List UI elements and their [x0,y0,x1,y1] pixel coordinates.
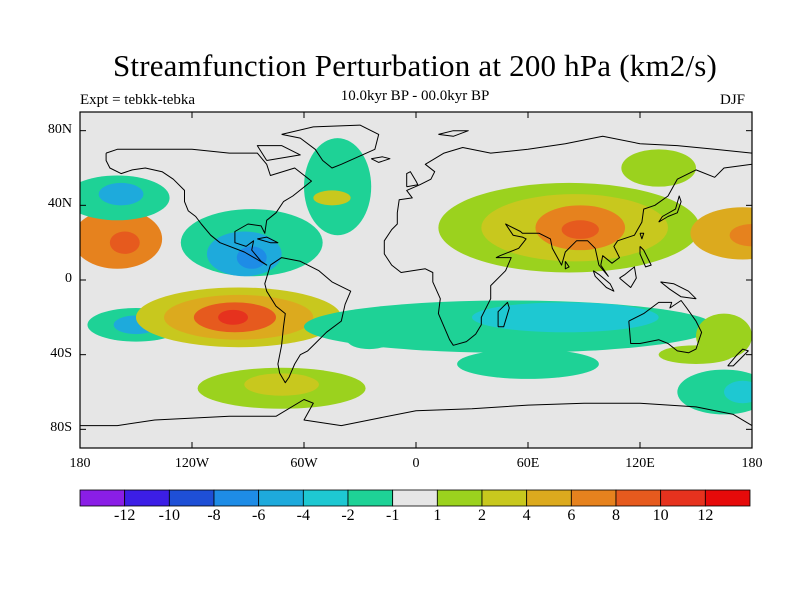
colorbar-label: 1 [433,507,442,524]
coastline-australia [628,300,703,354]
page-title: Streamfunction Perturbation at 200 hPa (… [112,48,718,83]
colorbar-swatch [660,489,706,507]
contour-region [304,138,372,236]
colorbar-label: 12 [697,507,714,524]
coastline-svalbard [438,130,469,137]
colorbar [79,489,751,507]
colorbar-label: -6 [251,507,266,524]
contour-region [621,149,697,187]
colorbar-label: 8 [612,507,620,524]
period-subtitle: 10.0kyr BP - 00.0kyr BP [340,88,490,104]
coastline-new-guinea [660,281,697,300]
coastline-madagascar [497,301,510,328]
colorbar-swatch [704,489,751,507]
contour-region [313,190,351,206]
coastline-new-zealand [727,348,749,367]
colorbar-label: 10 [652,507,669,524]
lat-label: 40S [50,345,72,361]
coastline-sri-lanka [564,261,570,270]
lon-label: 0 [412,456,420,471]
colorbar-swatch [347,489,394,507]
lon-label: 60E [516,456,540,471]
contour-region [244,373,319,396]
contour-region [677,369,752,415]
colorbar-swatch [526,489,572,507]
contour-region [729,224,752,247]
coastline-philippines [639,246,652,268]
colorbar-swatch [392,489,438,507]
coastline-iceland [370,156,391,163]
coastline-antarctica [80,399,752,427]
colorbar-label: 6 [567,507,576,524]
lat-label: 40N [47,196,72,212]
axis-ticks [79,112,753,448]
colorbar-swatch [570,489,617,507]
lon-label: 120E [625,456,655,471]
colorbar-label: 2 [478,507,486,524]
colorbar-label: -1 [385,507,400,524]
contour-region [658,345,734,364]
lon-label: 120W [174,456,210,471]
colorbar-label: -10 [158,507,180,524]
coastline-sumatra [592,270,615,292]
lon-label: 60W [290,456,318,471]
coastline-baffin [256,145,301,161]
lat-label: 80S [50,420,72,436]
colorbar-swatch [481,489,528,507]
colorbar-swatch [615,489,662,507]
colorbar-swatch [124,489,170,507]
coastline-borneo [619,266,637,288]
coastline-uk [406,171,419,188]
coastline-japan [658,195,682,223]
coastlines [80,124,752,427]
colorbar-swatch [79,489,126,507]
season-label: DJF [720,92,746,108]
colorbar-label: -8 [207,507,221,524]
contour-fields [80,138,752,415]
colorbar-swatch [436,489,483,507]
colorbar-label: -12 [113,507,136,524]
colorbar-label: -4 [296,507,310,524]
contour-region [98,182,144,206]
contour-region [724,380,752,404]
contour-region [109,231,140,254]
coastline-greenland [281,124,380,169]
lat-label: 80N [47,121,72,137]
lat-label: 0 [65,271,72,286]
contour-region [690,207,752,260]
lon-label: 180 [741,456,763,471]
coastline-taiwan [639,232,645,240]
contour-region [457,349,599,379]
coastline-cuba [257,236,279,244]
colorbar-label: 4 [522,507,531,524]
contour-region [561,220,599,239]
contour-region [346,330,392,350]
colorbar-swatch [302,489,349,507]
coastline-south-america [264,257,352,384]
colorbar-label: -2 [341,507,355,524]
colorbar-swatch [168,489,215,507]
contour-region [471,302,659,333]
coastline-north-america [105,148,312,266]
coastline-eurasia-africa [383,135,752,346]
colorbar-swatch [258,489,304,507]
colorbar-swatch [213,489,260,507]
experiment-label: Expt = tebkk-tebka [80,92,196,108]
lon-label: 180 [69,456,91,471]
contour-region [218,309,248,325]
